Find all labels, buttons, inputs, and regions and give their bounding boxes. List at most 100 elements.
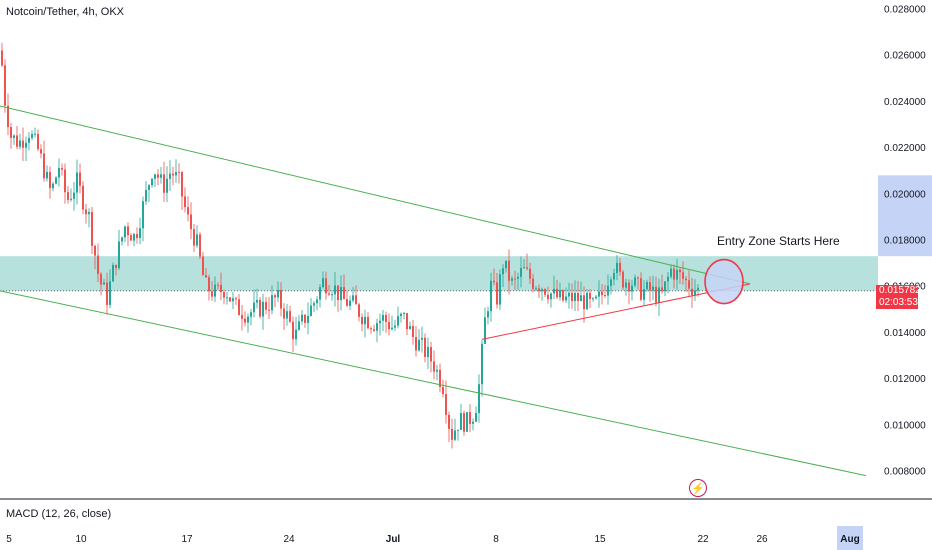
price-tick-label: 0.018000 (884, 236, 926, 247)
candle-body (532, 278, 534, 289)
candle-body (322, 278, 324, 288)
candle-body (682, 272, 684, 279)
candle-body (469, 412, 471, 424)
candle-body (589, 292, 591, 299)
candle-body (313, 303, 315, 306)
candle-body (160, 174, 162, 178)
candle-body (55, 177, 57, 184)
candle-body (64, 169, 66, 193)
candle-body (1, 50, 3, 66)
current-price-tag: 0.015782 02:03:53 (876, 285, 921, 309)
candle-body (229, 297, 231, 302)
candle-body (637, 277, 639, 279)
price-tick-label: 0.024000 (884, 97, 926, 108)
candle-body (196, 234, 198, 246)
candle-body (622, 271, 624, 288)
candle-body (691, 288, 693, 296)
price-axis[interactable]: 0.028000 0.026000 0.024000 0.022000 0.020000… (884, 5, 926, 478)
candle-body (13, 135, 15, 138)
descending-resistance-line (0, 105, 751, 285)
candle-body (283, 308, 285, 319)
candle-body (610, 279, 612, 286)
candle-body (199, 234, 201, 257)
candle-body (109, 281, 111, 305)
candle-body (37, 133, 39, 150)
candle-body (157, 174, 159, 178)
candle-body (601, 291, 603, 296)
candle-body (391, 327, 393, 330)
candle-body (205, 275, 207, 278)
candle-body (355, 295, 357, 305)
candle-body (241, 315, 243, 319)
candle-body (502, 268, 504, 275)
price-tick-label: 0.012000 (884, 374, 926, 385)
candle-body (544, 289, 546, 295)
trendlines (0, 105, 867, 477)
lightning-icon[interactable]: ⚡ (689, 479, 707, 497)
candle-body (400, 313, 402, 317)
candle-body (103, 282, 105, 285)
candle-body (31, 134, 33, 138)
candle-body (325, 278, 327, 294)
candle-body (418, 339, 420, 351)
candle-body (277, 290, 279, 298)
candle-body (58, 167, 60, 178)
candle-body (487, 311, 489, 318)
candle-body (508, 260, 510, 281)
triangle-support-line (481, 283, 751, 340)
candle-body (232, 298, 234, 302)
candle-body (394, 325, 396, 328)
candle-body (613, 273, 615, 280)
candle-body (79, 172, 81, 186)
candle-body (85, 209, 87, 215)
candle-body (40, 149, 42, 154)
candle-body (202, 256, 204, 276)
candle-body (34, 133, 36, 135)
price-tick-label: 0.014000 (884, 328, 926, 339)
candle-body (580, 295, 582, 302)
current-price-value: 0.015782 (879, 285, 921, 296)
candle-body (598, 291, 600, 297)
candle-body (16, 135, 18, 147)
candle-body (484, 317, 486, 344)
candle-body (457, 429, 459, 431)
candle-body (259, 300, 261, 317)
candle-body (547, 294, 549, 300)
candle-body (382, 314, 384, 321)
candle-body (577, 292, 579, 302)
support-resistance-zone (0, 256, 878, 292)
candle-body (553, 288, 555, 294)
candle-body (616, 262, 618, 274)
candle-body (268, 309, 270, 311)
candle-body (304, 314, 306, 323)
candle-body (214, 284, 216, 297)
candle-body (52, 183, 54, 189)
candle-body (517, 276, 519, 279)
candle-body (451, 428, 453, 440)
candle-body (511, 278, 513, 281)
candle-body (415, 337, 417, 351)
candle-body (694, 290, 696, 296)
candle-body (574, 292, 576, 302)
candle-body (652, 286, 654, 291)
candle-body (379, 320, 381, 324)
time-axis[interactable]: 5 10 17 24 Jul 8 15 22 26 Aug (6, 526, 863, 550)
candle-body (475, 413, 477, 422)
axis-highlight-rect (878, 175, 932, 257)
candle-body (679, 269, 681, 273)
candle-body (301, 314, 303, 322)
candle-body (148, 185, 150, 190)
candle-body (133, 233, 135, 241)
zone-rect (0, 256, 878, 291)
candle-body (112, 264, 114, 282)
candle-body (604, 295, 606, 297)
candle-body (217, 284, 219, 286)
candle-body (697, 287, 699, 291)
candle-body (334, 285, 336, 295)
candle-body (19, 140, 21, 147)
candle-body (139, 228, 141, 238)
candle-body (94, 245, 96, 256)
candle-body (433, 361, 435, 372)
candle-body (556, 288, 558, 298)
